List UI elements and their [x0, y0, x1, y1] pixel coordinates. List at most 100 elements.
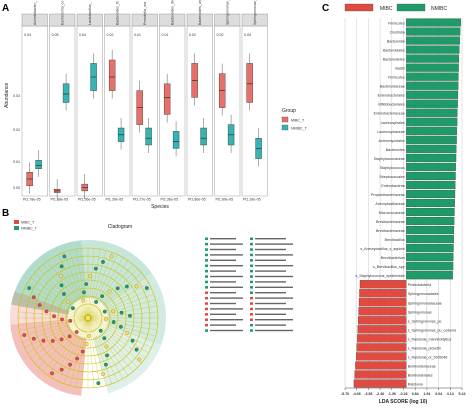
lda-category-label: Enterobacteriaceae	[374, 112, 405, 116]
clade-branch	[47, 317, 89, 376]
lda-legend-swatch-mibc	[344, 3, 374, 12]
lda-category-label: s_Sphingomonas_pe	[408, 319, 442, 323]
facet-title: Escherichia_co	[60, 1, 64, 25]
panel-a-letter: A	[2, 3, 9, 14]
lda-bar-nmibc	[406, 207, 455, 217]
lda-bar-nmibc	[406, 226, 455, 235]
lda-tick-label: 4.14	[447, 392, 454, 396]
lda-bar-mibc	[358, 298, 407, 307]
clade-node	[74, 330, 79, 334]
taxa-label-line	[255, 265, 293, 267]
clade-node	[60, 317, 64, 322]
taxa-swatch	[205, 269, 208, 273]
facet-xtick: Pt1.28e-05	[243, 198, 261, 202]
facet-panel	[104, 25, 131, 197]
lda-bar-nmibc	[406, 72, 459, 81]
clade-node	[98, 328, 103, 333]
taxa-label-line	[255, 248, 286, 251]
clade-node	[96, 381, 101, 386]
clade-node	[105, 353, 109, 358]
facet-title: Bacteroides_do	[170, 0, 174, 25]
facet-ytick: 0.02	[189, 33, 196, 37]
taxa-label-line	[210, 259, 236, 261]
taxa-swatch	[250, 286, 253, 289]
lda-category-label: Bacteroides	[386, 148, 405, 152]
lda-legend-nmibc: NMIBC	[431, 6, 448, 12]
lda-category-label: s_Sphingomonas_pu_codenia	[408, 328, 456, 332]
taxa-label-line	[210, 313, 236, 315]
clade-sector	[93, 324, 162, 394]
clade-node	[102, 336, 107, 341]
taxa-label-line	[210, 324, 236, 326]
taxa-label-line	[210, 265, 243, 267]
clade-branch	[27, 282, 89, 319]
lda-category-label: s_Ralstonia_mannitolilytica	[408, 337, 451, 341]
panel-c-letter: C	[322, 3, 329, 14]
clade-branch	[87, 257, 124, 319]
taxa-swatch	[250, 242, 253, 246]
taxa-label-line	[255, 270, 286, 272]
taxa-label-line	[255, 259, 286, 261]
lda-category-label: Brevibacteriaceae	[376, 229, 405, 233]
legend-label-nmibc: NMIBC_T	[291, 127, 308, 131]
facet-strip	[21, 13, 48, 27]
facet-title: Sphingomonas_p	[225, 0, 229, 25]
taxa-label-line	[255, 313, 286, 315]
lda-bar-nmibc	[406, 198, 455, 208]
taxa-label-line	[255, 238, 286, 240]
lda-tick-label: 1.94	[423, 392, 430, 396]
clade-branch	[81, 317, 89, 388]
taxa-swatch	[205, 323, 208, 327]
taxa-label-line	[210, 319, 243, 321]
box-nmibc	[62, 83, 70, 103]
clade-branch	[87, 288, 152, 319]
lda-bar-mibc	[359, 289, 407, 298]
taxa-label-line	[255, 297, 293, 299]
taxa-swatch	[250, 313, 253, 316]
lda-category-label: s_Staphylococcus_epidermidis	[355, 274, 405, 278]
lda-bar-nmibc	[406, 117, 458, 126]
facet-ytick: 0.04	[244, 33, 251, 37]
clade-node	[59, 337, 64, 342]
clado-legend-mibc: MIBC_T	[21, 221, 35, 225]
lda-tick-label: 0.84	[412, 392, 419, 396]
taxa-swatch	[250, 323, 253, 327]
clade-node	[71, 306, 75, 311]
lda-category-label: Burkholderiales	[408, 373, 433, 377]
lda-bar-nmibc	[406, 162, 456, 171]
clade-node	[102, 309, 107, 314]
lda-bar-mibc	[355, 361, 407, 370]
lda-category-label: s_Ralstonia_pickettii	[408, 346, 441, 350]
clade-branch	[47, 260, 89, 319]
lda-bar-nmibc	[406, 189, 456, 199]
clade-branch	[87, 249, 101, 319]
clade-node	[88, 274, 93, 278]
panel-a-boxplots: 0.03 0.02 0.01 0.00 Acinetobacter_ 0.04 Pt1.78…	[13, 0, 268, 202]
facet-title: Bacteroides_un	[198, 0, 202, 25]
taxa-label-line	[210, 248, 236, 251]
taxa-label-line	[255, 329, 293, 332]
lda-category-label: Bacteroidetes	[383, 58, 405, 62]
lda-tick-label: -0.26	[399, 392, 407, 396]
lda-bar-mibc	[357, 334, 407, 343]
clade-node	[59, 283, 64, 288]
lda-bar-mibc	[354, 370, 407, 379]
clade-node	[58, 274, 63, 278]
clade-node	[101, 260, 105, 264]
lda-category-label: Lachnospiraceae	[377, 130, 404, 134]
box-mibc	[108, 59, 116, 91]
clade-node	[50, 371, 54, 376]
clade-branch	[38, 317, 89, 368]
facet-strip	[214, 13, 241, 27]
clade-node	[124, 284, 129, 289]
clado-legend-nmibc: NMIBC_T	[21, 227, 38, 231]
clade-node	[125, 331, 130, 335]
taxa-swatch	[205, 286, 208, 289]
lda-bar-nmibc	[406, 180, 456, 190]
lda-category-label: Brevibacteriaceae	[376, 220, 405, 224]
clade-node	[31, 295, 36, 300]
facet-xtick: Pt1.78e-05	[23, 198, 41, 202]
lda-bar-chart: -5.76 -4.66 -3.56 -2.46 -1.36 -0.26 0.84 1.94 3.…	[341, 18, 466, 396]
clade-node	[93, 266, 98, 271]
